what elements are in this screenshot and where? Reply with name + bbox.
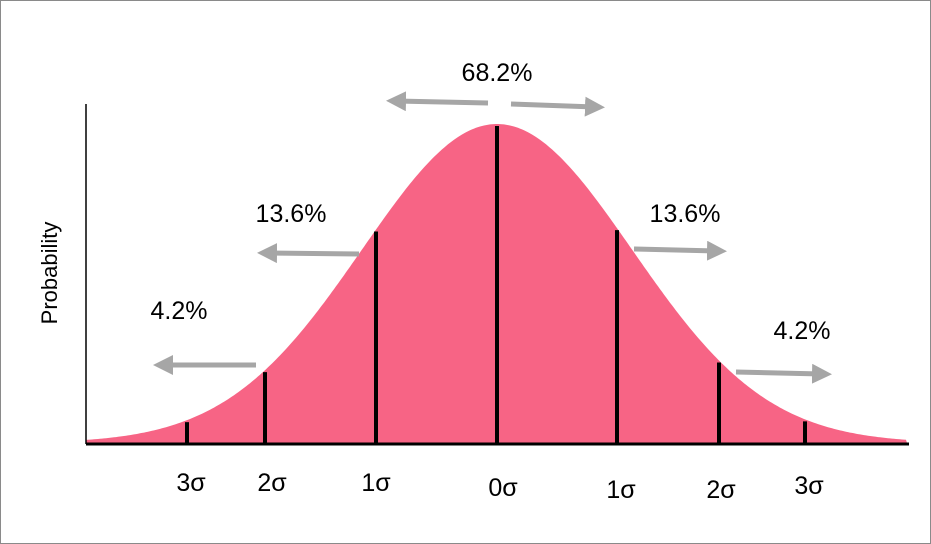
x-tick-label: 3σ (176, 469, 206, 497)
x-tick-label: 3σ (794, 472, 824, 500)
x-tick-label: 2σ (257, 469, 287, 497)
y-axis-label: Probability (37, 222, 62, 325)
percentage-annotation: 13.6% (650, 200, 721, 228)
percentage-annotation: 13.6% (256, 200, 327, 228)
range-arrow (633, 240, 727, 261)
x-tick-label: 2σ (706, 476, 736, 504)
range-arrow (386, 91, 489, 112)
range-arrow (735, 363, 832, 384)
x-tick-label: 1σ (606, 476, 636, 504)
x-tick-label: 1σ (361, 469, 391, 497)
percentage-annotation: 68.2% (462, 59, 533, 87)
range-arrow (257, 243, 360, 264)
percentage-annotation: 4.2% (774, 317, 831, 345)
x-tick-label: 0σ (488, 474, 518, 502)
range-arrow (510, 96, 605, 117)
percentage-annotation: 4.2% (151, 297, 208, 325)
